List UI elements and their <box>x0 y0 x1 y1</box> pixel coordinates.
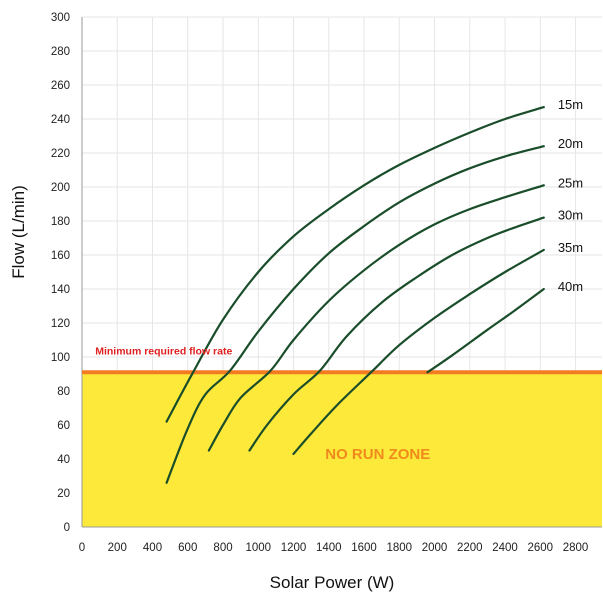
y-tick-label: 120 <box>51 318 70 330</box>
series-label-40m: 40m <box>558 279 583 294</box>
x-tick-label: 400 <box>143 542 162 554</box>
x-tick-label: 1800 <box>386 542 412 554</box>
y-tick-label: 280 <box>51 46 70 58</box>
series-line-15m <box>165 106 545 423</box>
y-tick-label: 240 <box>51 114 70 126</box>
series-line-40m <box>426 287 545 374</box>
axes <box>81 17 602 528</box>
x-tick-label: 200 <box>108 542 127 554</box>
series-label-20m: 20m <box>558 136 583 151</box>
y-tick-label: 160 <box>51 250 70 262</box>
series-label-35m: 35m <box>558 240 583 255</box>
x-tick-label: 2000 <box>422 542 448 554</box>
x-axis-title: Solar Power (W) <box>270 573 395 592</box>
y-tick-label: 60 <box>57 420 70 432</box>
series-label-30m: 30m <box>558 208 583 223</box>
series-line-30m <box>248 216 545 452</box>
x-tick-label: 1200 <box>281 542 307 554</box>
x-tick-label: 1600 <box>351 542 377 554</box>
series-label-25m: 25m <box>558 175 583 190</box>
x-tick-label: 1000 <box>245 542 271 554</box>
y-tick-label: 80 <box>57 386 70 398</box>
x-tick-label: 2200 <box>457 542 483 554</box>
x-tick-label: 1400 <box>316 542 342 554</box>
y-axis-tick-labels: 0 20 40 60 80 100 120 140 160 180 200 220 240 260 280 3… <box>51 12 70 534</box>
y-axis-title: Flow (L/min) <box>9 185 28 279</box>
y-tick-label: 220 <box>51 148 70 160</box>
no-run-zone-area <box>82 372 602 527</box>
x-tick-label: 800 <box>213 542 232 554</box>
x-axis-tick-labels: 0 200 400 600 800 1000 1200 1400 1600 1800 2000 220… <box>79 542 589 554</box>
x-tick-label: 2800 <box>563 542 589 554</box>
y-tick-label: 260 <box>51 80 70 92</box>
y-tick-label: 180 <box>51 216 70 228</box>
y-tick-label: 40 <box>57 454 70 466</box>
series-line-20m <box>165 145 545 484</box>
series-label-15m: 15m <box>558 97 583 112</box>
y-tick-label: 140 <box>51 284 70 296</box>
x-tick-label: 2600 <box>528 542 554 554</box>
x-tick-label: 600 <box>178 542 197 554</box>
series-line-25m <box>207 184 545 452</box>
y-tick-label: 100 <box>51 352 70 364</box>
series-lines: 15m 20m 25m 30m 35m 40m <box>165 97 583 484</box>
x-tick-label: 2400 <box>492 542 518 554</box>
no-run-zone-label: NO RUN ZONE <box>325 446 430 463</box>
y-tick-label: 20 <box>57 488 70 500</box>
series-line-35m <box>292 248 545 455</box>
y-tick-label: 200 <box>51 182 70 194</box>
minimum-flow-annotation: Minimum required flow rate <box>95 345 232 357</box>
x-tick-label: 0 <box>79 542 85 554</box>
y-tick-label: 300 <box>51 12 70 24</box>
y-tick-label: 0 <box>64 522 70 534</box>
